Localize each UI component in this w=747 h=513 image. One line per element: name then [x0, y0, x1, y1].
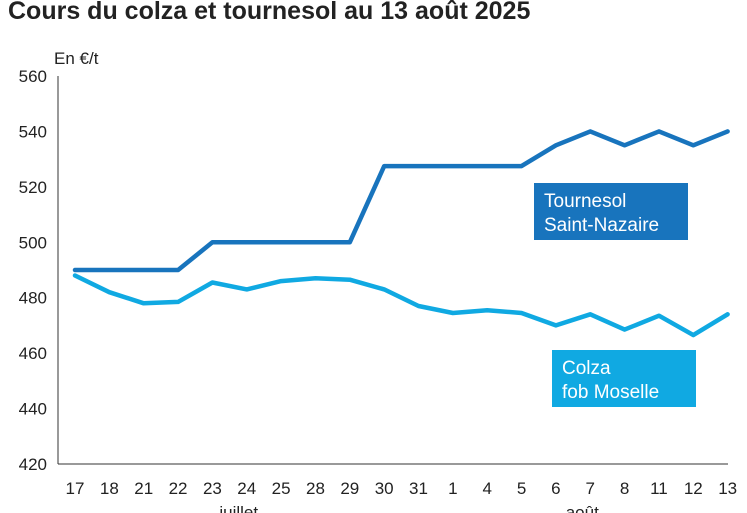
month-label: août [566, 503, 599, 513]
series-label-text: Saint-Nazaire [544, 215, 659, 236]
chart-title: Cours du colza et tournesol au 13 août 2… [8, 0, 531, 25]
series-label-text: fob Moselle [562, 382, 659, 403]
y-tick-label: 540 [19, 122, 47, 141]
x-tick-label: 21 [134, 479, 153, 498]
x-axis-ticks: 17 18 21 22 23 24 25 28 29 30 31 1 4 5 6 7 8 11 12 13 [66, 479, 738, 498]
y-tick-label: 420 [19, 455, 47, 474]
x-tick-label: 7 [586, 479, 595, 498]
series-lines [72, 129, 730, 338]
x-tick-label: 1 [448, 479, 457, 498]
y-axis-ticks: 420 440 460 480 500 520 540 560 [19, 67, 47, 474]
x-tick-label: 13 [718, 479, 737, 498]
x-tick-label: 24 [237, 479, 256, 498]
y-axis-unit-label: En €/t [54, 49, 99, 68]
x-tick-label: 29 [340, 479, 359, 498]
y-tick-label: 440 [19, 400, 47, 419]
x-tick-label: 6 [551, 479, 560, 498]
y-tick-label: 460 [19, 344, 47, 363]
x-tick-label: 22 [169, 479, 188, 498]
series-label-box [534, 183, 688, 240]
x-tick-label: 28 [306, 479, 325, 498]
series-label-box [552, 350, 696, 407]
series-labels: Tournesol Saint-Nazaire Colza fob Moselle [534, 183, 696, 407]
y-tick-label: 500 [19, 233, 47, 252]
x-tick-label: 17 [66, 479, 85, 498]
y-tick-label: 560 [19, 67, 47, 86]
x-tick-label: 11 [650, 479, 668, 498]
series-label-text: Tournesol [544, 191, 626, 212]
x-tick-label: 25 [272, 479, 291, 498]
y-tick-label: 480 [19, 289, 47, 308]
x-tick-label: 8 [620, 479, 629, 498]
series-line [72, 129, 730, 273]
series-label-text: Colza [562, 358, 611, 379]
axes [57, 76, 728, 465]
x-tick-label: 23 [203, 479, 222, 498]
x-tick-label: 30 [375, 479, 394, 498]
month-label: juillet [218, 503, 258, 513]
month-labels: juillet août [218, 503, 599, 513]
y-tick-label: 520 [19, 178, 47, 197]
x-tick-label: 4 [482, 479, 491, 498]
series-line [72, 273, 730, 338]
x-tick-label: 5 [517, 479, 526, 498]
x-tick-label: 18 [100, 479, 119, 498]
x-tick-label: 31 [409, 479, 428, 498]
x-tick-label: 12 [684, 479, 703, 498]
